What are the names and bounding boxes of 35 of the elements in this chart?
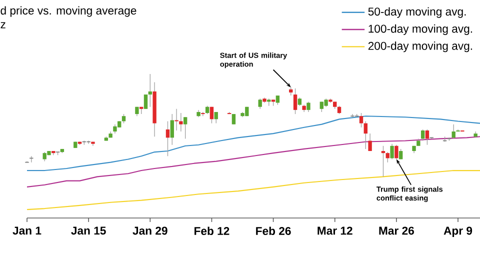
x-tick-label: Apr 9 [444,226,472,237]
candlestick [390,143,394,160]
candlestick [452,124,456,140]
x-tick-label: Feb 26 [256,226,291,236]
candlestick [359,112,364,128]
legend-label: 200-day moving avg. [368,42,472,52]
legend-label: 100-day moving avg. [368,24,472,35]
x-tick-label: Jan 1 [12,226,42,235]
candlestick [425,129,430,146]
candlestick [306,101,310,112]
candlestick [122,114,126,124]
candlestick [148,74,152,108]
candlestick [350,114,355,118]
candlestick [144,94,148,110]
x-tick-label: Mar 12 [318,226,352,235]
x-tick-label: Mar 26 [379,226,414,235]
candlestick [386,152,390,163]
candlestick [364,120,368,150]
candlestick [420,129,425,142]
legend-label: 50-day moving avg. [368,7,466,18]
candlestick [113,124,117,134]
x-tick-label: Feb 12 [194,226,230,236]
candlestick [394,144,398,160]
chart-subtitle: z [0,22,6,28]
candlestick [166,120,170,156]
candlestick [381,146,386,178]
candlestick [320,101,324,112]
candlestick [174,108,178,131]
candlestick [170,114,174,146]
candlestick [368,133,372,152]
chart-title: d price vs. moving average [0,6,136,17]
candlestick [179,112,183,132]
x-tick-label: Jan 15 [71,226,106,235]
candlestick [183,116,188,140]
x-tick-label: Jan 29 [132,226,168,235]
